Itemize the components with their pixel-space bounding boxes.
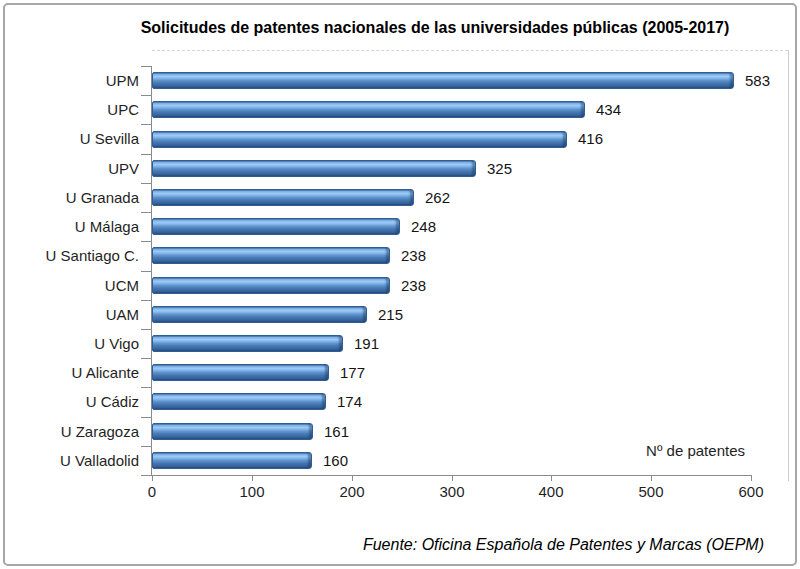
bar bbox=[152, 452, 312, 469]
category-tick bbox=[141, 212, 151, 213]
bar-value-label: 583 bbox=[745, 66, 770, 95]
bar-value-label: 262 bbox=[425, 183, 450, 212]
bar-value-label: 434 bbox=[596, 95, 621, 124]
category-label: UPV bbox=[19, 154, 139, 183]
bar bbox=[152, 189, 414, 206]
bar-value-label: 238 bbox=[401, 241, 426, 270]
bar-value-label: 238 bbox=[401, 271, 426, 300]
category-tick bbox=[141, 183, 151, 184]
bar bbox=[152, 423, 313, 440]
category-tick bbox=[141, 300, 151, 301]
category-label: UPM bbox=[19, 66, 139, 95]
value-tick-label: 200 bbox=[322, 483, 382, 500]
bar-value-label: 215 bbox=[378, 300, 403, 329]
bar bbox=[152, 393, 326, 410]
category-tick bbox=[141, 329, 151, 330]
bar-value-label: 325 bbox=[487, 154, 512, 183]
source-note: Fuente: Oficina Española de Patentes y M… bbox=[5, 536, 764, 554]
category-label: U Sevilla bbox=[19, 124, 139, 153]
category-label: UCM bbox=[19, 271, 139, 300]
bar-value-label: 174 bbox=[337, 387, 362, 416]
bar bbox=[152, 218, 400, 235]
category-label: U Granada bbox=[19, 183, 139, 212]
bar-value-label: 248 bbox=[411, 212, 436, 241]
category-label: U Santiago C. bbox=[19, 241, 139, 270]
category-label: U Málaga bbox=[19, 212, 139, 241]
value-tick-label: 500 bbox=[621, 483, 681, 500]
category-label: U Vigo bbox=[19, 329, 139, 358]
plot-area-top-border bbox=[152, 50, 788, 51]
bar bbox=[152, 160, 476, 177]
bar-value-label: 161 bbox=[324, 417, 349, 446]
category-label: U Cádiz bbox=[19, 387, 139, 416]
value-tick-label: 600 bbox=[721, 483, 781, 500]
plot-area-right-border bbox=[788, 50, 789, 481]
value-tick bbox=[152, 476, 153, 481]
category-axis-line bbox=[151, 66, 152, 475]
value-tick bbox=[651, 476, 652, 481]
category-tick bbox=[141, 271, 151, 272]
chart-title: Solicitudes de patentes nacionales de la… bbox=[85, 19, 785, 37]
value-tick-label: 100 bbox=[222, 483, 282, 500]
value-tick-label: 0 bbox=[122, 483, 182, 500]
category-tick bbox=[141, 358, 151, 359]
value-tick bbox=[751, 476, 752, 481]
bar bbox=[152, 306, 367, 323]
value-axis-title: Nº de patentes bbox=[545, 442, 745, 459]
value-tick-label: 300 bbox=[422, 483, 482, 500]
value-tick bbox=[551, 476, 552, 481]
category-tick bbox=[141, 241, 151, 242]
category-tick bbox=[141, 446, 151, 447]
category-label: UPC bbox=[19, 95, 139, 124]
category-tick bbox=[141, 124, 151, 125]
category-label: U Zaragoza bbox=[19, 417, 139, 446]
chart-frame: Solicitudes de patentes nacionales de la… bbox=[3, 3, 797, 566]
category-tick bbox=[141, 154, 151, 155]
category-tick bbox=[141, 66, 151, 67]
bar-value-label: 177 bbox=[340, 358, 365, 387]
bar bbox=[152, 101, 585, 118]
bar bbox=[152, 335, 343, 352]
category-tick bbox=[141, 95, 151, 96]
bar bbox=[152, 247, 390, 264]
value-tick bbox=[452, 476, 453, 481]
category-label: UAM bbox=[19, 300, 139, 329]
bar bbox=[152, 131, 567, 148]
value-tick bbox=[252, 476, 253, 481]
value-axis-line bbox=[141, 475, 752, 476]
category-label: U Alicante bbox=[19, 358, 139, 387]
bar-value-label: 416 bbox=[578, 124, 603, 153]
bar bbox=[152, 277, 390, 294]
bar-value-label: 160 bbox=[323, 446, 348, 475]
category-tick bbox=[141, 417, 151, 418]
category-tick bbox=[141, 387, 151, 388]
category-label: U Valladolid bbox=[19, 446, 139, 475]
value-tick-label: 400 bbox=[521, 483, 581, 500]
bar bbox=[152, 364, 329, 381]
category-tick bbox=[141, 475, 151, 476]
bar bbox=[152, 72, 734, 89]
bar-value-label: 191 bbox=[354, 329, 379, 358]
value-tick bbox=[352, 476, 353, 481]
